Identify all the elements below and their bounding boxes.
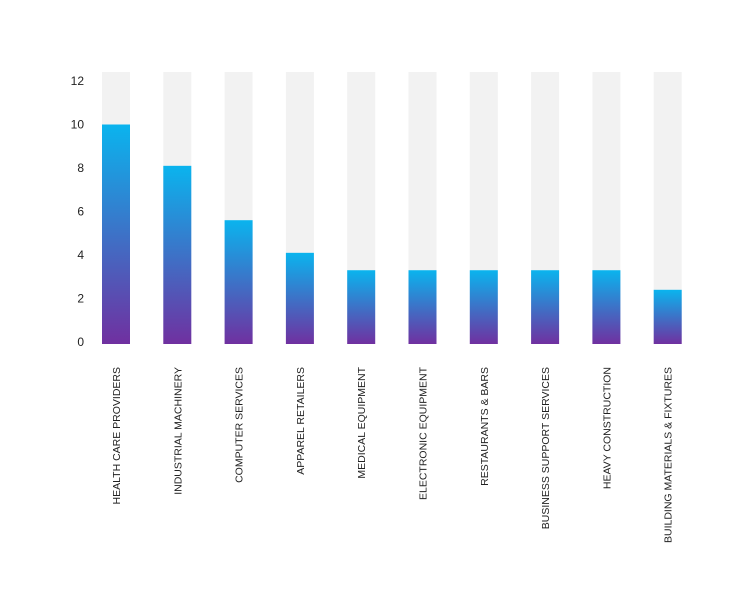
x-tick-label: MEDICAL EQUIPMENT bbox=[356, 366, 368, 478]
bar bbox=[408, 270, 437, 344]
y-tick-label: 12 bbox=[71, 74, 85, 88]
bar bbox=[163, 165, 192, 344]
bar bbox=[285, 252, 314, 344]
x-tick-label: BUSINESS SUPPORT SERVICES bbox=[540, 367, 552, 529]
x-tick-label: ELECTRONIC EQUIPMENT bbox=[418, 366, 430, 500]
bar bbox=[347, 270, 376, 344]
y-tick-label: 10 bbox=[71, 118, 85, 132]
bar bbox=[531, 270, 560, 344]
bar bbox=[653, 289, 682, 344]
x-tick-label: HEAVY CONSTRUCTION bbox=[601, 367, 613, 489]
bars bbox=[102, 72, 682, 344]
y-tick-label: 2 bbox=[77, 292, 84, 306]
y-tick-label: 8 bbox=[77, 161, 84, 175]
x-tick-label: APPAREL RETAILERS bbox=[295, 367, 307, 475]
y-tick-label: 0 bbox=[77, 335, 84, 349]
y-axis: 0 2 4 6 8 10 12 bbox=[71, 74, 85, 349]
bar bbox=[469, 270, 498, 344]
bar bbox=[592, 270, 621, 344]
bar bbox=[102, 124, 130, 344]
x-axis: HEALTH CARE PROVIDERS INDUSTRIAL MACHINER… bbox=[111, 366, 675, 543]
x-tick-label: RESTAURANTS & BARS bbox=[479, 367, 491, 486]
y-tick-label: 4 bbox=[77, 248, 84, 262]
x-tick-label: HEALTH CARE PROVIDERS bbox=[111, 367, 123, 505]
x-tick-label: COMPUTER SERVICES bbox=[234, 367, 246, 483]
y-tick-label: 6 bbox=[77, 205, 84, 219]
x-tick-label: INDUSTRIAL MACHINERY bbox=[172, 367, 184, 495]
bar bbox=[224, 220, 253, 344]
x-tick-label: BUILDING MATERIALS & FIXTURES bbox=[663, 367, 675, 543]
